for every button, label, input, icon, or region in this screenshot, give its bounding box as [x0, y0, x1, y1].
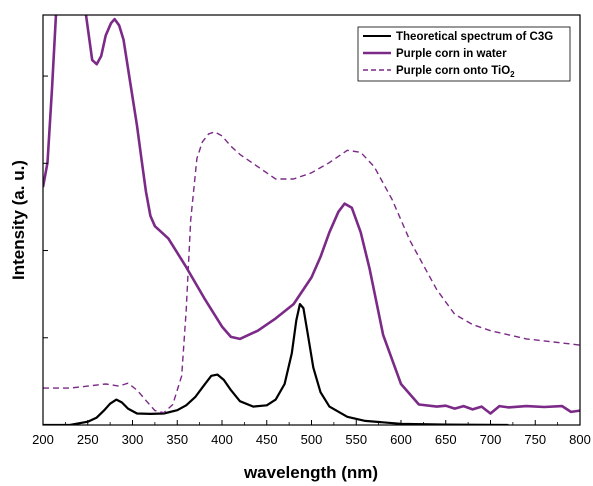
y-axis-title: Intensity (a. u.)	[9, 160, 28, 280]
x-axis-title: wavelength (nm)	[243, 463, 378, 482]
x-tick-label-800: 800	[569, 432, 591, 447]
series-c3g-line	[43, 303, 509, 425]
x-tick-label-650: 650	[435, 432, 457, 447]
y-ticks	[43, 75, 48, 339]
x-tick-label-450: 450	[256, 432, 278, 447]
series-layer	[43, 15, 580, 425]
x-tick-label-550: 550	[345, 432, 367, 447]
legend-box	[357, 26, 571, 82]
legend-label-tio2: Purple corn onto TiO2	[396, 65, 515, 79]
x-tick-label-250: 250	[77, 432, 99, 447]
x-tick-label-750: 750	[524, 432, 546, 447]
legend-label-tio2-sub: 2	[510, 70, 515, 79]
legend-label-tio2-main: Purple corn onto TiO	[396, 65, 510, 77]
legend-label-c3g: Theoretical spectrum of C3G	[396, 31, 553, 43]
x-tick-label-200: 200	[32, 432, 54, 447]
x-tick-label-300: 300	[122, 432, 144, 447]
legend-label-water: Purple corn in water	[396, 48, 507, 60]
series-water-line	[43, 15, 580, 415]
x-tick-label-400: 400	[211, 432, 233, 447]
x-tick-label-700: 700	[480, 432, 502, 447]
x-ticks	[42, 420, 581, 425]
x-tick-label-350: 350	[166, 432, 188, 447]
x-tick-labels: 200 250 300 350 400 450 500 550 600 650 700 750 800	[32, 432, 591, 447]
x-tick-label-500: 500	[301, 432, 323, 447]
legend: Theoretical spectrum of C3G Purple corn …	[357, 26, 571, 82]
x-tick-label-600: 600	[390, 432, 412, 447]
series-tio2-line	[43, 131, 580, 414]
